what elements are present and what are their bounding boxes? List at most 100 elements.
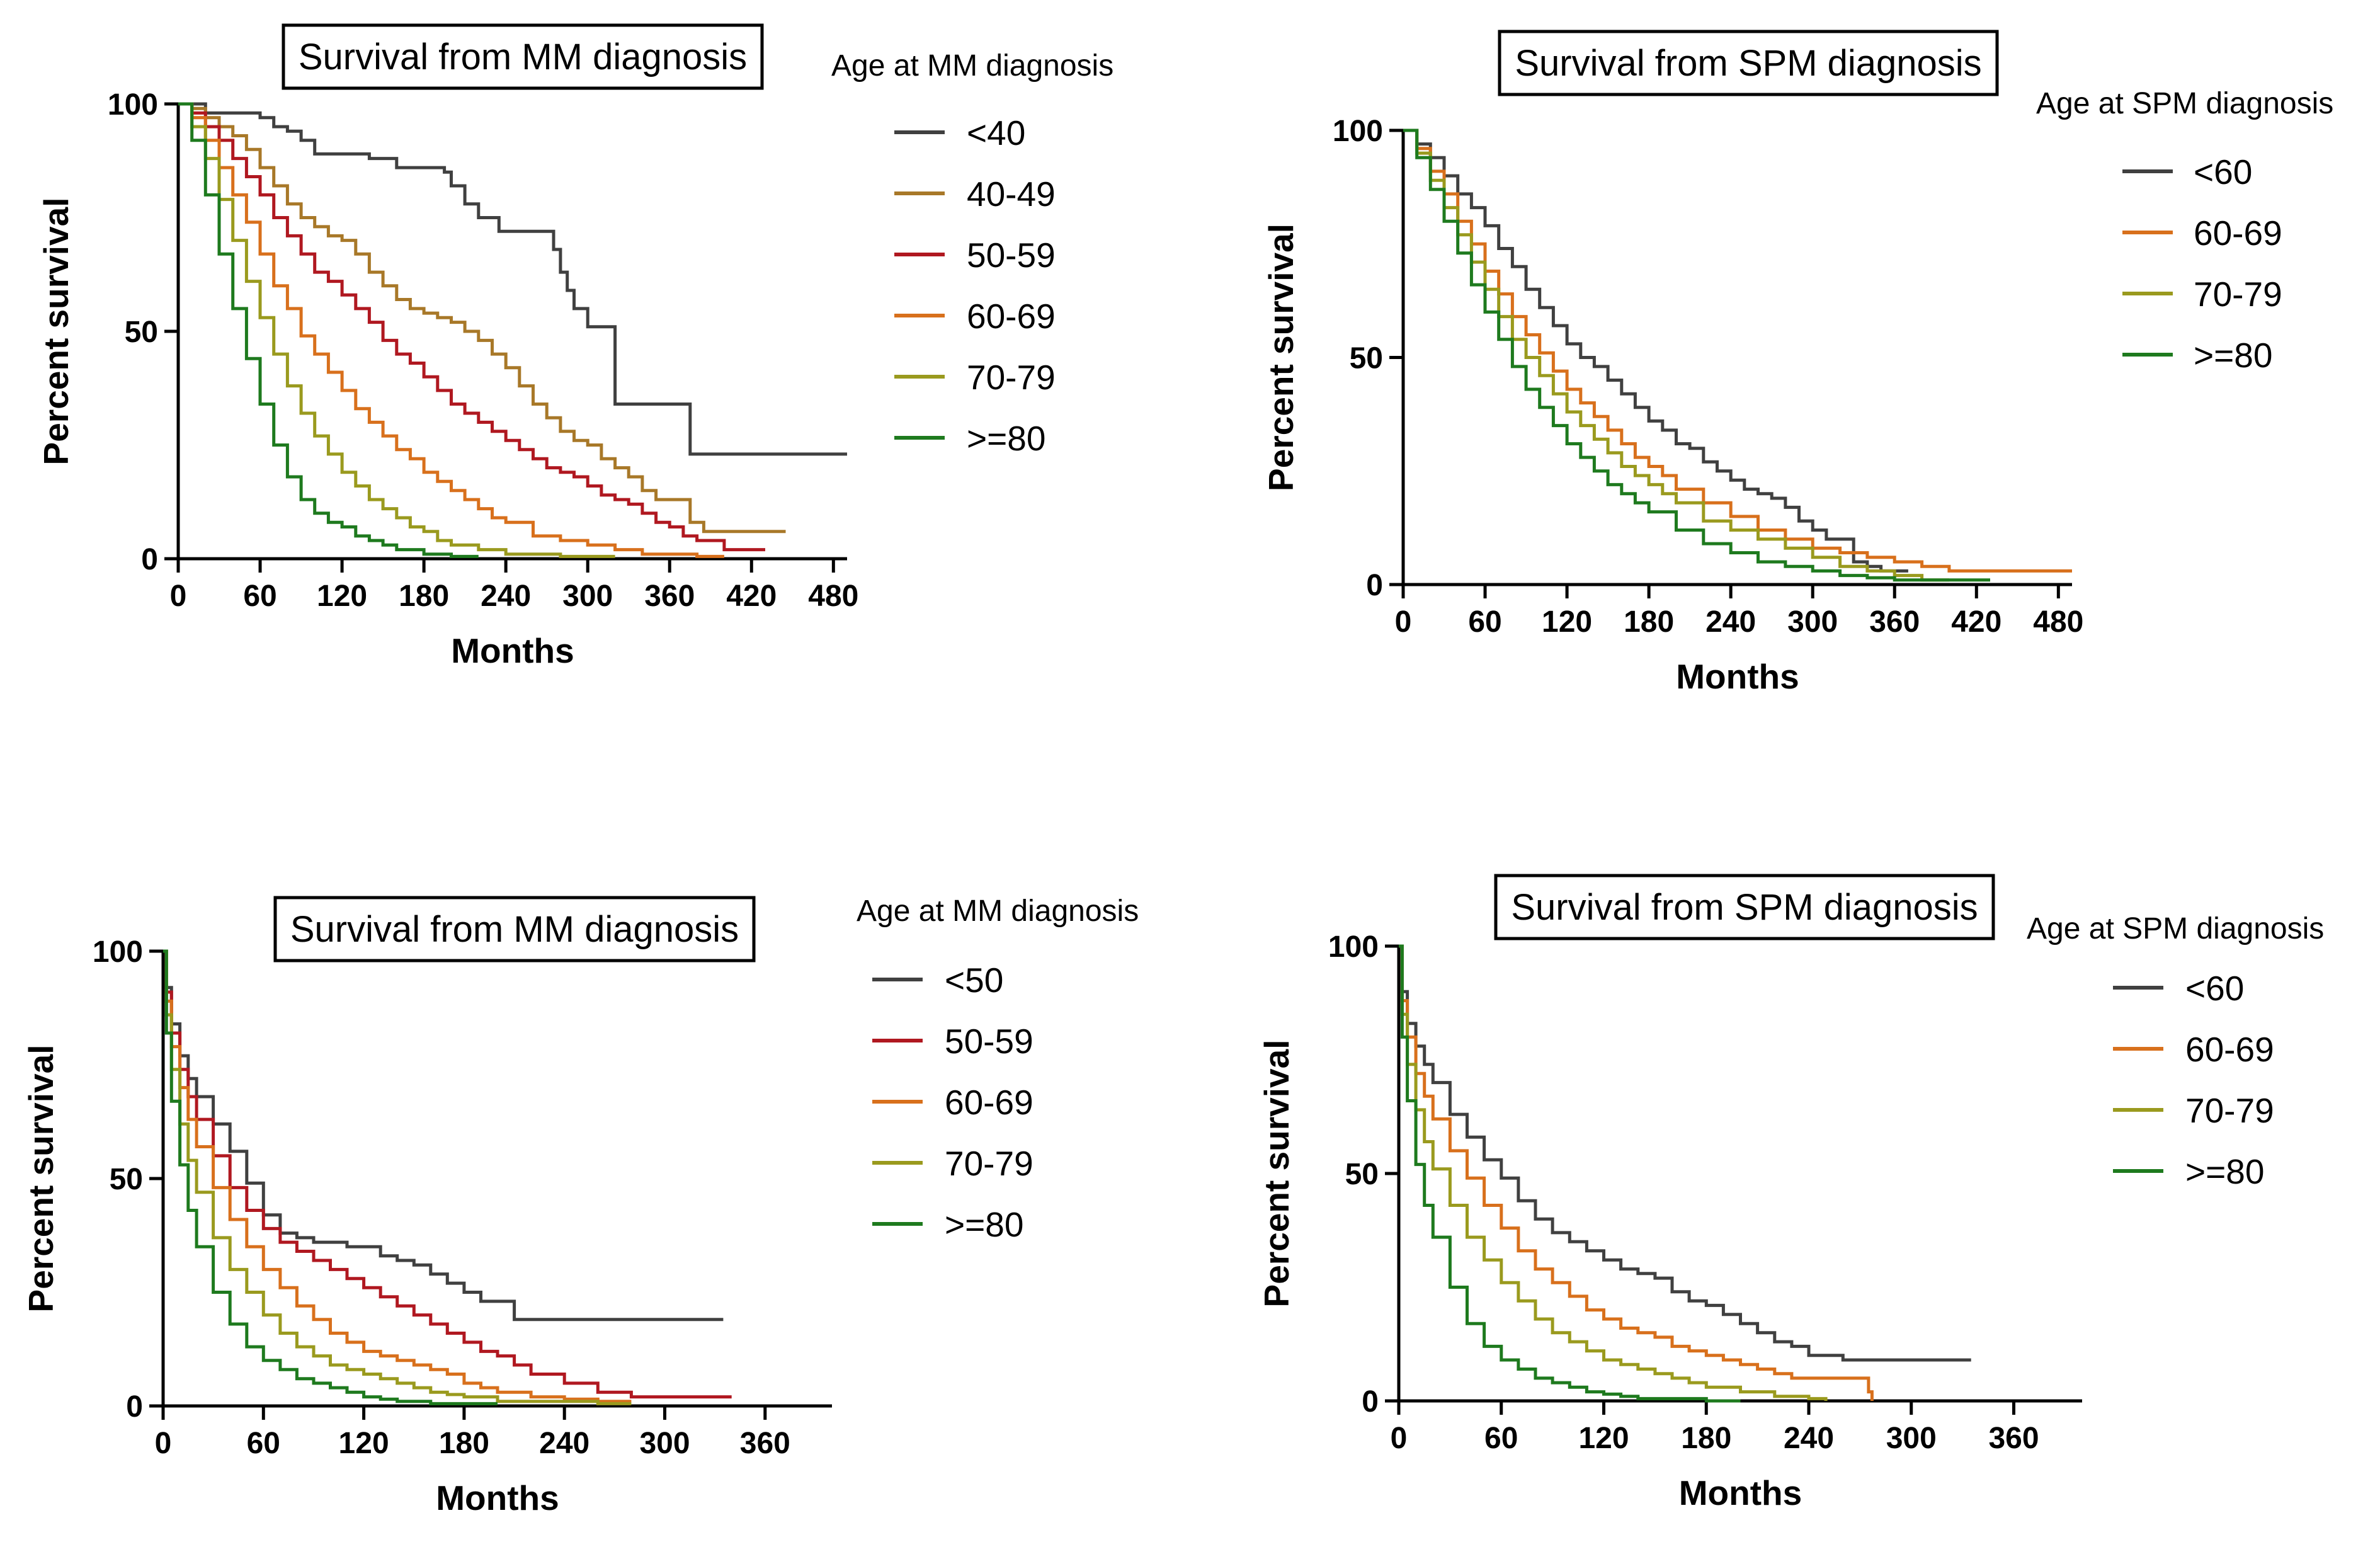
x-tick-label: 360 [644, 580, 695, 613]
chart-title: Survival from MM diagnosis [299, 37, 747, 77]
x-tick-label: 60 [1484, 1422, 1518, 1455]
x-tick-label: 240 [481, 580, 531, 613]
panel-mm-diagnosis-bottom: Survival from MM diagnosis 0 50 100 0 60 120 18… [21, 894, 1139, 1517]
x-tick-label: 180 [399, 580, 449, 613]
panel-mm-diagnosis-top: Survival from MM diagnosis 0 50 100 0 60 120 18… [37, 23, 1113, 670]
x-tick-label: 0 [170, 580, 187, 613]
x-tick-label: 300 [1787, 605, 1838, 639]
y-tick-label: 0 [1362, 1385, 1379, 1419]
chart-title-box [273, 896, 756, 962]
y-tick-label: 50 [110, 1163, 143, 1196]
x-tick-label: 360 [1869, 605, 1920, 639]
panel-spm-diagnosis-top: Survival from SPM diagnosis 0 50 100 0 60 120 1… [1261, 30, 2333, 696]
x-tick-label: 60 [1468, 605, 1501, 639]
y-axis-title: Percent survival [1261, 224, 1301, 491]
series-line-80 [178, 102, 479, 558]
x-tick-label: 240 [1705, 605, 1756, 639]
x-tick-label: 120 [1578, 1422, 1629, 1455]
legend-label: 70-79 [2194, 275, 2282, 314]
legend-label: <50 [945, 961, 1003, 1000]
y-tick-label: 50 [125, 316, 158, 349]
legend-label: 40-49 [967, 174, 1056, 214]
series-line-40 [178, 102, 847, 456]
legend-label: 60-69 [2185, 1030, 2274, 1069]
x-tick-label: 300 [1886, 1422, 1937, 1455]
series-line-60-69 [1403, 128, 2072, 573]
x-tick-label: 420 [1951, 605, 2001, 639]
x-tick-label: 180 [1681, 1422, 1731, 1455]
x-tick-label: 0 [1395, 605, 1412, 639]
x-tick-label: 240 [1784, 1422, 1834, 1455]
x-tick-label: 360 [1988, 1422, 2039, 1455]
y-tick-label: 100 [1328, 930, 1379, 964]
chart-title-box [1494, 874, 1995, 940]
legend-label: 60-69 [945, 1083, 1033, 1122]
series-line-60-69 [178, 102, 724, 558]
y-tick-label: 0 [126, 1390, 143, 1424]
x-tick-label: 120 [1542, 605, 1592, 639]
series-line-50 [163, 949, 724, 1322]
legend-title: Age at SPM diagnosis [2036, 87, 2333, 120]
legend-label: 50-59 [967, 236, 1056, 275]
y-tick-label: 100 [1333, 115, 1383, 148]
x-tick-label: 240 [539, 1427, 589, 1460]
legend-label: 60-69 [967, 297, 1056, 336]
chart-title-box [282, 23, 764, 90]
series-line-60-69 [1399, 944, 1874, 1401]
legend-label: >=80 [967, 419, 1045, 458]
legend-label: <60 [2194, 152, 2252, 191]
y-tick-label: 50 [1350, 342, 1383, 375]
chart-title-box [1498, 30, 1999, 96]
legend-label: >=80 [945, 1205, 1023, 1244]
legend-label: 70-79 [2185, 1091, 2274, 1130]
legend-label: >=80 [2194, 336, 2272, 375]
series-line-80 [163, 949, 498, 1405]
x-tick-label: 300 [562, 580, 613, 613]
legend-title: Age at MM diagnosis [857, 894, 1139, 928]
y-tick-label: 100 [108, 88, 158, 122]
y-axis-title: Percent survival [37, 198, 76, 465]
chart-title: Survival from SPM diagnosis [1511, 887, 1978, 928]
series-line-60 [1403, 128, 1908, 573]
x-tick-label: 420 [726, 580, 777, 613]
series-line-50-59 [163, 949, 732, 1399]
x-axis-title: Months [451, 631, 574, 670]
series-line-40-49 [178, 102, 786, 534]
chart-title: Survival from SPM diagnosis [1515, 43, 1981, 84]
x-tick-label: 480 [808, 580, 858, 613]
y-tick-label: 0 [141, 543, 158, 576]
legend-label: 50-59 [945, 1022, 1033, 1061]
x-tick-label: 300 [639, 1427, 690, 1460]
x-axis-title: Months [1676, 657, 1799, 696]
x-tick-label: 180 [439, 1427, 489, 1460]
y-tick-label: 0 [1366, 569, 1383, 602]
legend-label: 60-69 [2194, 214, 2282, 253]
legend-label: 70-79 [945, 1144, 1033, 1183]
series-line-80 [1399, 944, 1741, 1403]
series-line-80 [1403, 128, 1990, 582]
legend-label: <60 [2185, 969, 2244, 1008]
x-tick-label: 120 [317, 580, 367, 613]
x-tick-label: 480 [2033, 605, 2083, 639]
legend-label: <40 [967, 113, 1025, 152]
legend-title: Age at MM diagnosis [831, 49, 1113, 83]
y-tick-label: 100 [93, 935, 143, 969]
x-tick-label: 120 [339, 1427, 389, 1460]
series-line-60 [1399, 944, 1971, 1362]
legend-title: Age at SPM diagnosis [2027, 912, 2324, 945]
series-line-60-69 [163, 949, 632, 1403]
y-axis-title: Percent survival [1257, 1040, 1296, 1308]
x-tick-label: 60 [247, 1427, 280, 1460]
x-tick-label: 60 [243, 580, 276, 613]
legend-label: >=80 [2185, 1152, 2264, 1191]
chart-title: Survival from MM diagnosis [290, 909, 739, 950]
x-axis-title: Months [1679, 1473, 1802, 1512]
x-tick-label: 0 [155, 1427, 172, 1460]
y-tick-label: 50 [1345, 1158, 1379, 1191]
x-tick-label: 360 [740, 1427, 790, 1460]
series-line-50-59 [178, 102, 765, 552]
x-axis-title: Months [436, 1478, 559, 1517]
series-line-70-79 [1399, 944, 1828, 1401]
